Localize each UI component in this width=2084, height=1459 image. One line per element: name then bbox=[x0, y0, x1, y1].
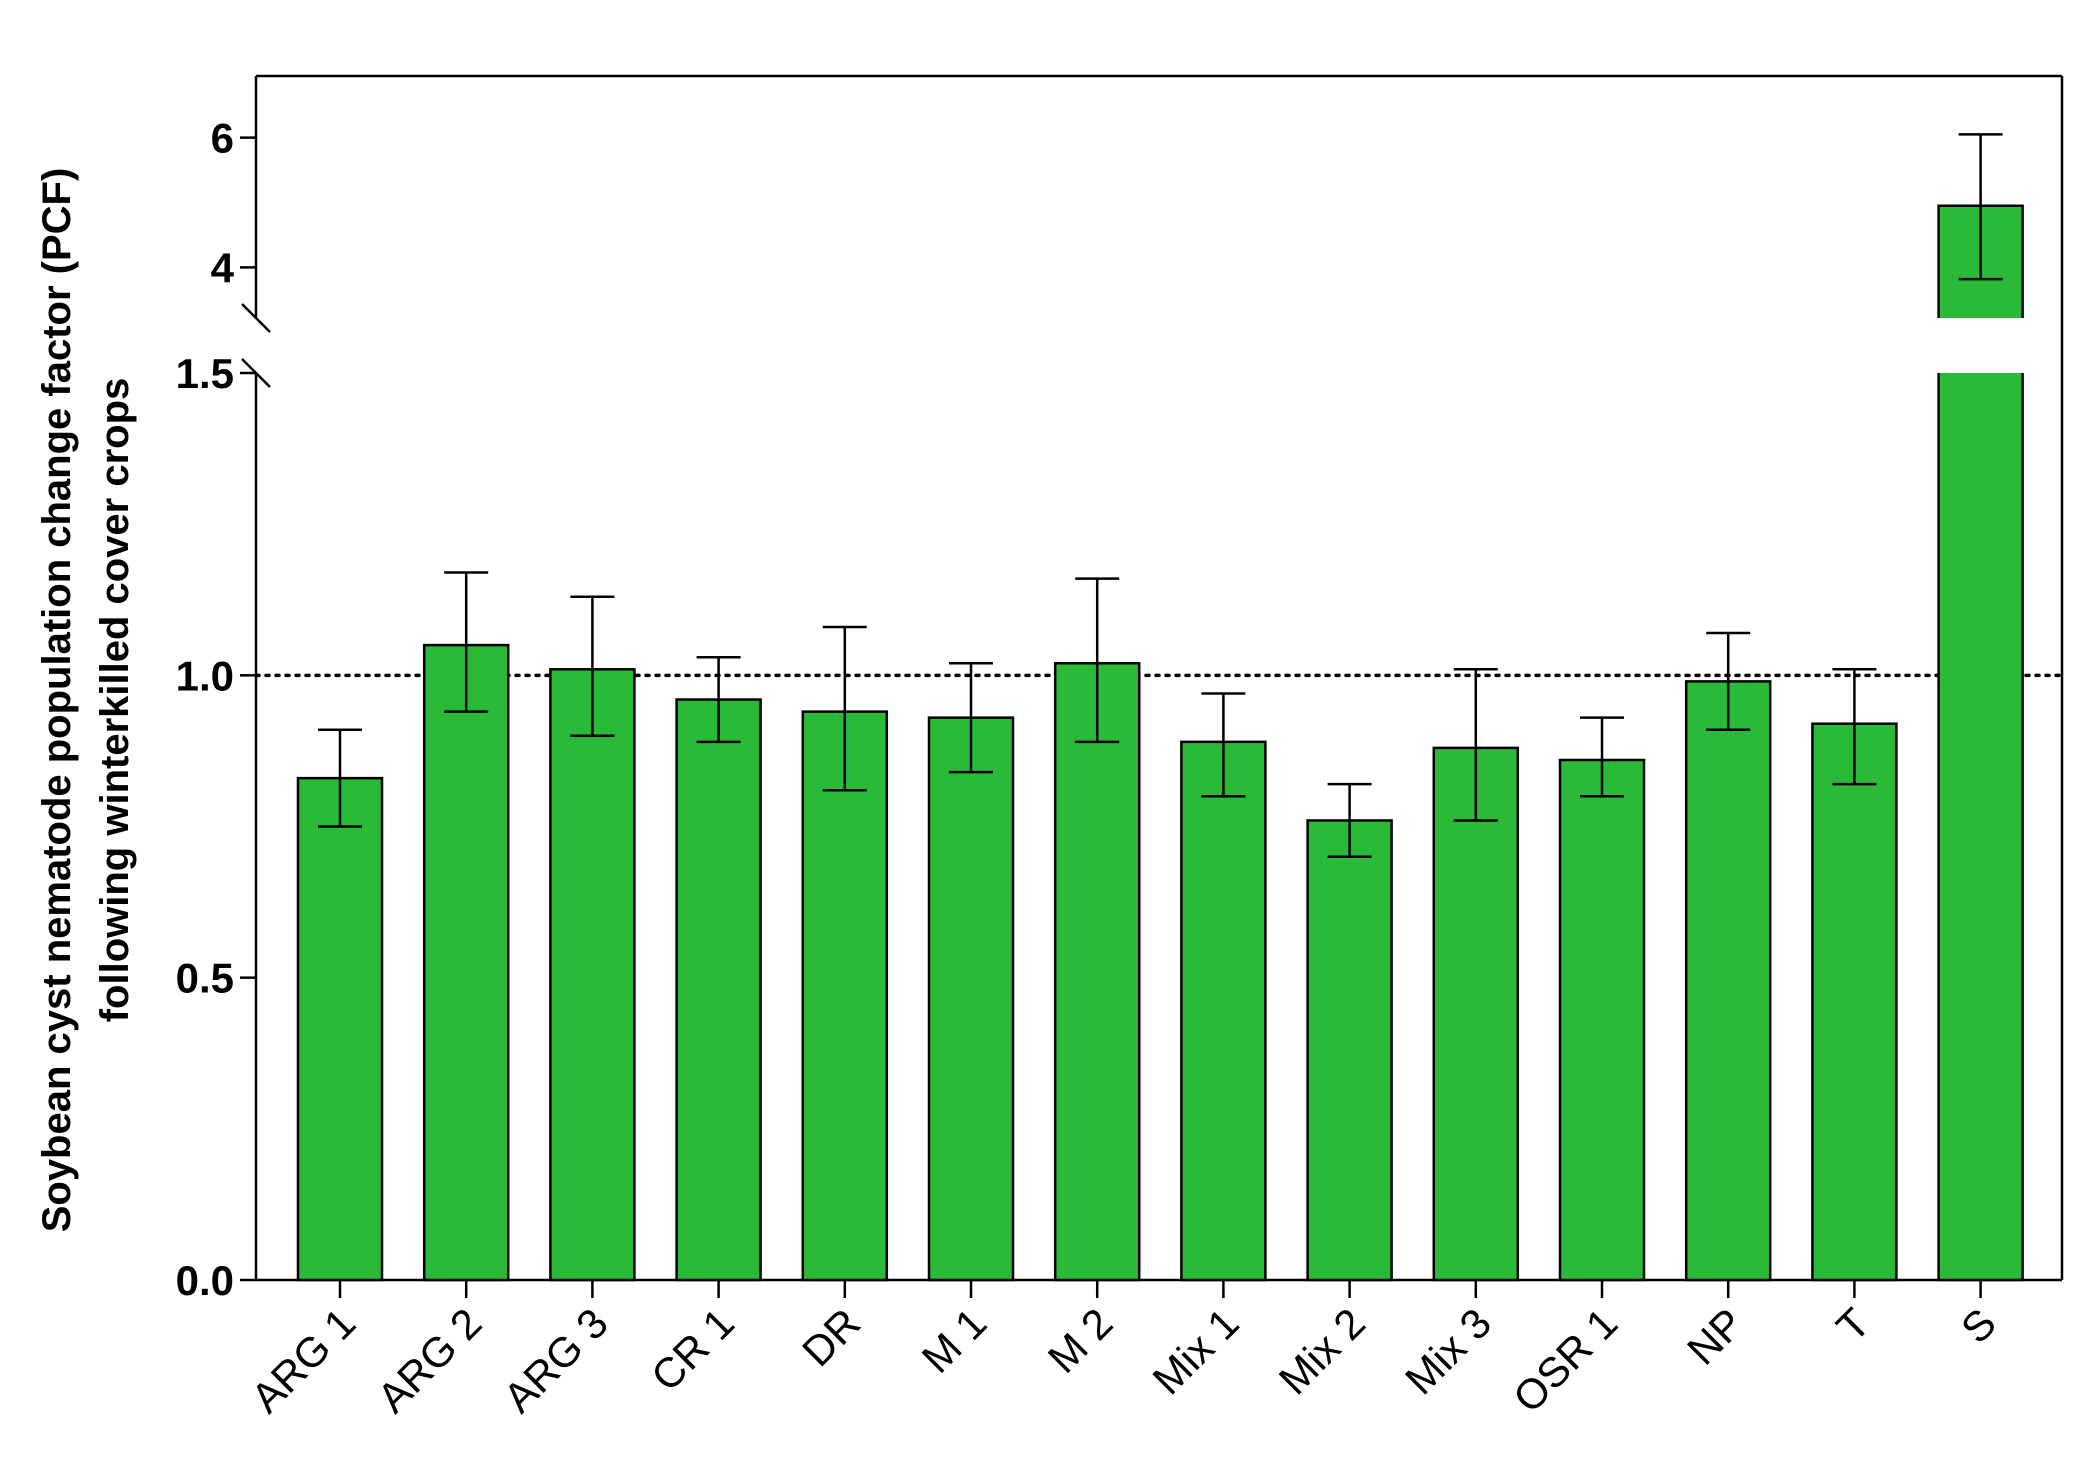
error-bars-group bbox=[318, 133, 2003, 858]
bar bbox=[1558, 758, 1646, 1282]
y-tick-label: 1.0 bbox=[176, 652, 234, 699]
y-axis-title-text: Soybean cyst nematode population change … bbox=[35, 168, 137, 1233]
bar bbox=[801, 710, 889, 1282]
y-tick-label: 0.5 bbox=[176, 955, 234, 1002]
y-tick-label: 4 bbox=[211, 244, 235, 291]
bar bbox=[549, 668, 636, 1282]
x-tick-label: DR bbox=[793, 1299, 869, 1375]
bar bbox=[1684, 680, 1772, 1282]
x-tick-label: CR 1 bbox=[642, 1299, 743, 1400]
x-tick-label: M 1 bbox=[913, 1299, 996, 1382]
x-tick-label: Mix 1 bbox=[1144, 1299, 1248, 1403]
y-axis-title: Soybean cyst nematode population change … bbox=[35, 168, 137, 1233]
x-axis-ticks: ARG 1 ARG 2 ARG 3 CR 1 DR M 1 M 2 Mix 1 Mix 2 Mix… bbox=[242, 1280, 2005, 1421]
plot-frame bbox=[241, 74, 2064, 1282]
x-tick-label: ARG 2 bbox=[368, 1299, 490, 1421]
x-tick-label: OSR 1 bbox=[1504, 1299, 1626, 1421]
x-tick-label: ARG 1 bbox=[242, 1299, 364, 1421]
bar bbox=[1180, 740, 1267, 1282]
bar bbox=[1432, 746, 1520, 1282]
bar bbox=[927, 716, 1015, 1282]
y-tick-label: 0.0 bbox=[176, 1257, 234, 1304]
axis-break-mark-upper bbox=[241, 303, 271, 333]
x-tick-label: M 2 bbox=[1039, 1299, 1122, 1382]
x-tick-label: S bbox=[1952, 1299, 2005, 1352]
y-tick-label: 6 bbox=[211, 115, 234, 162]
y-axis-title-line: Soybean cyst nematode population change … bbox=[35, 168, 79, 1233]
x-tick-label: Mix 3 bbox=[1396, 1299, 1500, 1403]
bar bbox=[1938, 373, 2023, 1280]
bar bbox=[296, 776, 384, 1282]
x-tick-label: NP bbox=[1678, 1299, 1753, 1374]
bar bbox=[1053, 661, 1141, 1282]
x-tick-label: Mix 2 bbox=[1270, 1299, 1374, 1403]
bar bbox=[675, 698, 762, 1282]
bar bbox=[422, 643, 510, 1282]
y-axis-title-line: following winterkilled cover crops bbox=[93, 378, 137, 1023]
x-tick-label: T bbox=[1827, 1299, 1878, 1350]
bar bbox=[1811, 722, 1898, 1282]
y-axis-ticks: 0.0 0.5 1.0 1.5 4 6 bbox=[176, 115, 256, 1304]
bars-group bbox=[296, 204, 2024, 1282]
x-tick-label: ARG 3 bbox=[494, 1299, 616, 1421]
y-tick-label: 1.5 bbox=[176, 350, 234, 397]
bar bbox=[1306, 819, 1393, 1282]
